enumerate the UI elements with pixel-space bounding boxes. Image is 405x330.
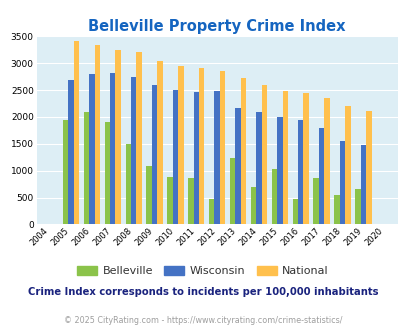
Bar	[115, 50, 121, 224]
Bar	[63, 119, 68, 224]
Bar	[339, 141, 344, 224]
Bar	[250, 187, 256, 224]
Bar	[104, 122, 110, 224]
Bar	[344, 106, 350, 224]
Bar	[68, 81, 74, 224]
Bar	[136, 52, 141, 224]
Bar	[167, 177, 172, 224]
Bar	[188, 178, 193, 224]
Text: © 2025 CityRating.com - https://www.cityrating.com/crime-statistics/: © 2025 CityRating.com - https://www.city…	[64, 315, 341, 325]
Bar	[83, 112, 89, 224]
Bar	[277, 117, 282, 224]
Bar	[146, 166, 151, 224]
Bar	[131, 77, 136, 224]
Bar	[157, 61, 162, 224]
Bar	[151, 85, 157, 224]
Bar	[125, 144, 131, 224]
Bar	[74, 41, 79, 224]
Bar	[313, 178, 318, 224]
Bar	[178, 66, 183, 224]
Bar	[360, 146, 365, 224]
Bar	[220, 71, 225, 224]
Bar	[110, 73, 115, 224]
Bar	[256, 112, 261, 224]
Bar	[297, 120, 303, 224]
Bar	[282, 90, 287, 224]
Bar	[261, 85, 266, 224]
Bar	[324, 98, 329, 224]
Bar	[89, 74, 94, 224]
Bar	[365, 111, 371, 224]
Bar	[334, 195, 339, 224]
Bar	[354, 189, 360, 224]
Bar	[193, 92, 198, 224]
Bar	[271, 169, 277, 224]
Bar	[214, 91, 220, 224]
Bar	[303, 93, 308, 224]
Bar	[235, 108, 240, 224]
Bar	[94, 45, 100, 224]
Bar	[292, 199, 297, 224]
Bar	[240, 78, 246, 224]
Title: Belleville Property Crime Index: Belleville Property Crime Index	[88, 19, 345, 34]
Bar	[198, 68, 204, 224]
Bar	[209, 199, 214, 224]
Bar	[318, 128, 324, 224]
Legend: Belleville, Wisconsin, National: Belleville, Wisconsin, National	[72, 261, 333, 280]
Bar	[172, 90, 178, 224]
Text: Crime Index corresponds to incidents per 100,000 inhabitants: Crime Index corresponds to incidents per…	[28, 287, 377, 297]
Bar	[229, 158, 235, 224]
